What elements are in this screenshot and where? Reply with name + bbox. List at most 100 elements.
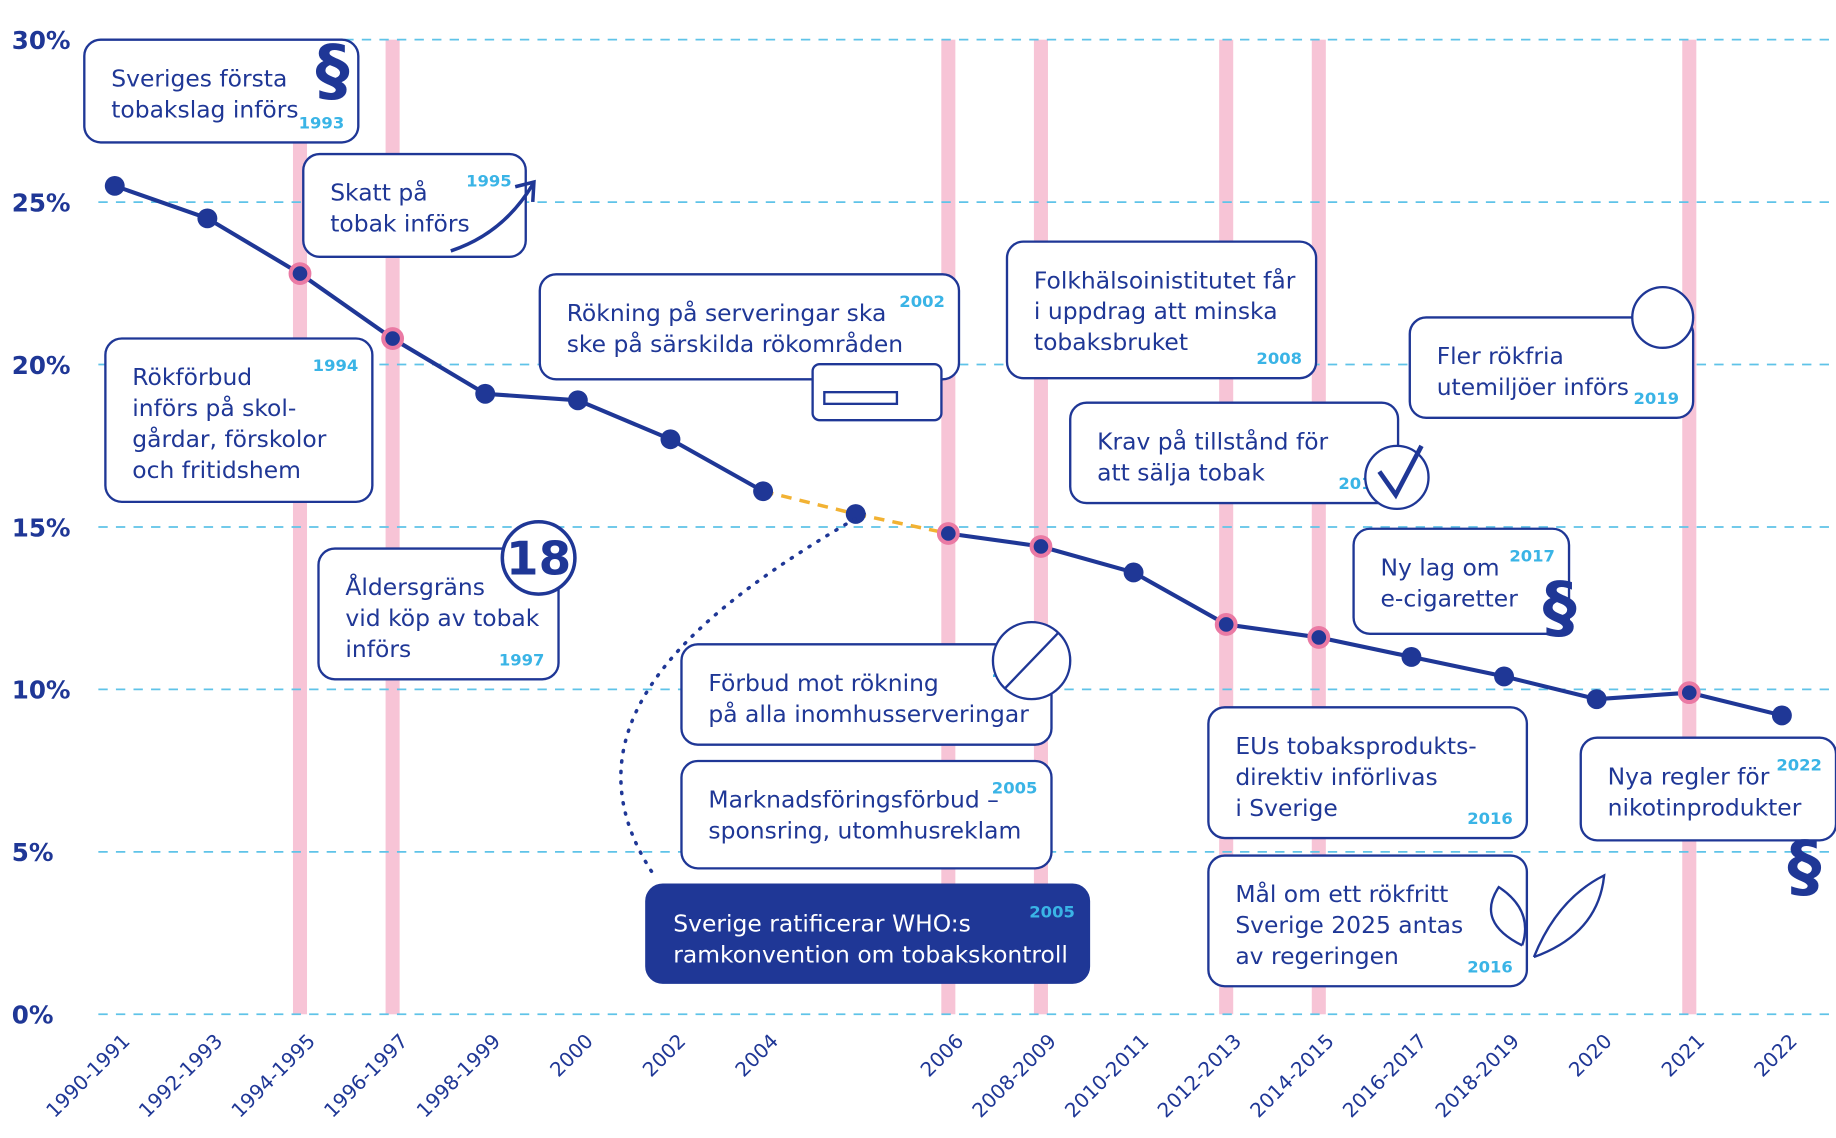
x-tick-label: 2006 bbox=[916, 1030, 968, 1082]
line-segment bbox=[300, 274, 393, 339]
annotation-text: Sveriges första bbox=[111, 64, 287, 92]
data-point bbox=[939, 524, 958, 543]
annotation-text: vid köp av tobak bbox=[345, 604, 539, 632]
x-tick-label: 2016-2017 bbox=[1338, 1030, 1431, 1123]
sun-icon bbox=[1632, 287, 1693, 348]
annotation-text: att sälja tobak bbox=[1097, 458, 1265, 486]
line-segment bbox=[1504, 676, 1597, 699]
line-segment bbox=[1226, 624, 1319, 637]
annotation-text: av regeringen bbox=[1235, 942, 1399, 970]
annotation-text: tobaksbruket bbox=[1034, 328, 1188, 356]
data-point bbox=[105, 176, 125, 196]
line-segment bbox=[670, 439, 763, 491]
x-tick-label: 2008-2009 bbox=[968, 1030, 1061, 1123]
annotation-symbol: § bbox=[1787, 826, 1821, 905]
y-tick-label: 20% bbox=[12, 351, 71, 380]
annotation-text: Ny lag om bbox=[1381, 553, 1500, 581]
annotation-text: direktiv införlivas bbox=[1235, 763, 1437, 791]
data-point bbox=[291, 264, 310, 283]
x-tick-label: 1990-1991 bbox=[42, 1030, 135, 1123]
annotation-year: 1995 bbox=[466, 172, 512, 191]
annotation-text: Marknadsföringsförbud – bbox=[708, 786, 998, 814]
x-tick-label: 1996-1997 bbox=[320, 1030, 413, 1123]
annotation-text: tobak införs bbox=[330, 210, 469, 238]
data-point bbox=[753, 481, 773, 501]
annotation-symbol: 18 bbox=[506, 532, 571, 586]
annotation-text: på alla inomhusserveringar bbox=[708, 700, 1029, 728]
annotation-text: Rökförbud bbox=[132, 363, 252, 391]
annotation-text: Rökning på serveringar ska bbox=[567, 299, 887, 327]
y-tick-label: 10% bbox=[12, 676, 71, 705]
x-tick-label: 2000 bbox=[546, 1030, 598, 1082]
x-tick-label: 2022 bbox=[1750, 1030, 1802, 1082]
annotation-text: Mål om ett rökfritt bbox=[1235, 880, 1448, 908]
x-tick-label: 2014-2015 bbox=[1246, 1030, 1339, 1123]
annotation-year: 1993 bbox=[299, 113, 345, 132]
annotation-year: 2019 bbox=[1633, 389, 1679, 408]
x-tick-label: 2020 bbox=[1565, 1030, 1617, 1082]
x-tick-label: 2002 bbox=[638, 1030, 690, 1082]
line-segment bbox=[948, 533, 1041, 546]
annotation-text: och fritidshem bbox=[132, 456, 301, 484]
data-point bbox=[1401, 647, 1421, 667]
line-segment bbox=[1689, 693, 1782, 716]
data-point bbox=[1772, 705, 1792, 725]
data-point bbox=[1217, 615, 1236, 634]
y-tick-label: 0% bbox=[12, 1001, 54, 1030]
annotation-text: införs på skol- bbox=[132, 394, 296, 422]
annotation-text: utemiljöer införs bbox=[1437, 373, 1629, 401]
line-segment bbox=[485, 394, 578, 400]
x-tick-label: 2010-2011 bbox=[1061, 1030, 1154, 1123]
annotation-symbol: § bbox=[316, 30, 350, 109]
line-segment bbox=[1134, 572, 1227, 624]
annotation-year: 2017 bbox=[1509, 546, 1555, 565]
data-point bbox=[1309, 628, 1328, 647]
annotation-text: sponsring, utomhusreklam bbox=[708, 817, 1021, 845]
data-point bbox=[383, 329, 402, 348]
annotation-text: EUs tobaksprodukts- bbox=[1235, 732, 1476, 760]
annotation-year: 1997 bbox=[499, 650, 545, 669]
x-tick-label: 1998-1999 bbox=[412, 1030, 505, 1123]
x-tick-label: 2018-2019 bbox=[1431, 1030, 1524, 1123]
annotation-text: Skatt på bbox=[330, 179, 427, 207]
annotation-text: nikotinprodukter bbox=[1608, 793, 1802, 821]
x-tick-label: 2004 bbox=[731, 1030, 783, 1082]
annotation-text: i Sverige bbox=[1235, 794, 1337, 822]
annotation-box bbox=[681, 761, 1051, 868]
data-point bbox=[197, 208, 217, 228]
annotation-text: Nya regler för bbox=[1608, 762, 1770, 790]
annotation-text: gårdar, förskolor bbox=[132, 425, 326, 453]
data-point bbox=[1032, 537, 1051, 556]
annotation-text: ske på särskilda rökområden bbox=[567, 330, 903, 358]
y-tick-label: 30% bbox=[12, 26, 71, 55]
annotation-text: införs bbox=[345, 635, 411, 663]
annotation-symbol: § bbox=[1543, 567, 1577, 646]
line-segment bbox=[1411, 657, 1504, 676]
data-point bbox=[568, 390, 588, 410]
annotation-text: e-cigaretter bbox=[1381, 584, 1519, 612]
annotation-text: Fler rökfria bbox=[1437, 342, 1564, 370]
annotation-text: ramkonvention om tobakskontroll bbox=[673, 940, 1068, 968]
y-tick-label: 15% bbox=[12, 513, 71, 542]
annotation-year: 2005 bbox=[992, 779, 1038, 798]
annotation-text: Åldersgräns bbox=[345, 573, 484, 601]
annotation-text: Sverige 2025 antas bbox=[1235, 911, 1463, 939]
x-tick-label: 2021 bbox=[1657, 1030, 1709, 1082]
annotation-text: i uppdrag att minska bbox=[1034, 297, 1278, 325]
annotation-text: Folkhälsoinistitutet får bbox=[1034, 266, 1296, 294]
annotation-text: Förbud mot rökning bbox=[708, 669, 938, 697]
x-tick-label: 1994-1995 bbox=[227, 1030, 320, 1123]
annotation-year: 2002 bbox=[899, 292, 945, 311]
data-point bbox=[475, 384, 495, 404]
data-point bbox=[1587, 689, 1607, 709]
annotation-year: 2016 bbox=[1467, 957, 1513, 976]
x-tick-label: 1992-1993 bbox=[134, 1030, 227, 1123]
annotation-text: Sverige ratificerar WHO:s bbox=[673, 909, 971, 937]
page: 0%5%10%15%20%25%30%1990-19911992-1993199… bbox=[0, 0, 1836, 1138]
y-tick-label: 25% bbox=[12, 188, 71, 217]
line-segment bbox=[1597, 693, 1690, 699]
y-tick-label: 5% bbox=[12, 838, 54, 867]
data-point bbox=[1680, 683, 1699, 702]
data-point bbox=[1494, 666, 1514, 686]
